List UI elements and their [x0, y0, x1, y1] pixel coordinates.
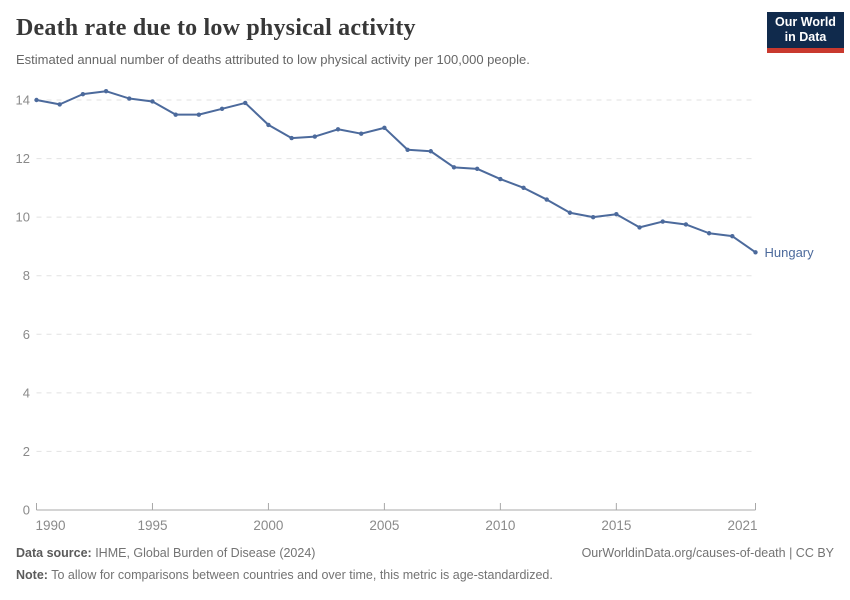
data-point: [544, 197, 549, 202]
footer-link[interactable]: OurWorldinData.org/causes-of-death | CC …: [581, 546, 834, 560]
y-axis-label: 2: [23, 444, 30, 459]
data-point: [335, 127, 341, 132]
data-point: [567, 210, 573, 215]
data-point: [289, 135, 294, 141]
data-point: [382, 125, 387, 131]
y-axis-label: 6: [23, 327, 30, 342]
data-source: Data source: IHME, Global Burden of Dise…: [16, 546, 315, 560]
data-point: [219, 106, 225, 111]
y-axis-label: 12: [16, 151, 30, 166]
x-axis-label: 2000: [253, 518, 283, 533]
data-point: [196, 112, 202, 117]
data-point: [730, 233, 735, 239]
footer: Data source: IHME, Global Burden of Dise…: [16, 546, 834, 560]
owid-logo[interactable]: Our World in Data: [767, 12, 844, 53]
data-point: [614, 212, 619, 217]
data-point: [359, 131, 364, 136]
data-point: [498, 176, 503, 182]
page-title: Death rate due to low physical activity: [16, 15, 416, 41]
footer-note-label: Note:: [16, 568, 48, 582]
data-point: [660, 219, 665, 224]
footer-note: Note: To allow for comparisons between c…: [16, 568, 834, 582]
data-point: [683, 222, 689, 227]
data-point: [127, 96, 132, 101]
x-axis-label: 2005: [369, 518, 399, 533]
data-source-text: IHME, Global Burden of Disease (2024): [91, 546, 316, 560]
data-source-label: Data source:: [16, 546, 92, 560]
data-point: [451, 165, 457, 170]
data-point: [428, 149, 433, 154]
y-axis-label: 8: [23, 268, 30, 283]
x-axis-label: 2015: [601, 518, 631, 533]
data-point: [243, 100, 248, 106]
x-axis-label: 1995: [137, 518, 167, 533]
x-axis-label: 2021: [727, 518, 757, 533]
data-point: [706, 231, 712, 236]
data-point: [57, 102, 62, 107]
data-point: [521, 185, 526, 191]
data-point: [173, 112, 178, 117]
owid-logo-line1: Our World: [775, 15, 836, 29]
chart-subtitle: Estimated annual number of deaths attrib…: [16, 52, 530, 67]
y-axis-label: 4: [23, 385, 30, 400]
data-point: [80, 91, 86, 97]
y-axis-label: 0: [23, 503, 30, 518]
data-point: [590, 214, 596, 220]
data-point: [474, 166, 480, 172]
data-point: [637, 225, 642, 230]
trend-line: [35, 90, 757, 254]
data-point: [103, 89, 109, 94]
x-axis-label: 2010: [485, 518, 515, 533]
series-label-hungary[interactable]: Hungary: [765, 245, 815, 260]
footer-note-text: To allow for comparisons between countri…: [47, 568, 553, 582]
data-point: [312, 134, 318, 139]
y-axis-label: 14: [16, 93, 30, 108]
data-point: [266, 122, 271, 128]
data-point: [405, 147, 410, 152]
data-point: [753, 250, 758, 255]
x-axis-label: 1990: [36, 518, 66, 533]
y-axis-label: 10: [16, 210, 30, 225]
owid-logo-line2: in Data: [784, 30, 827, 44]
data-point: [34, 97, 39, 103]
data-point: [150, 99, 155, 104]
